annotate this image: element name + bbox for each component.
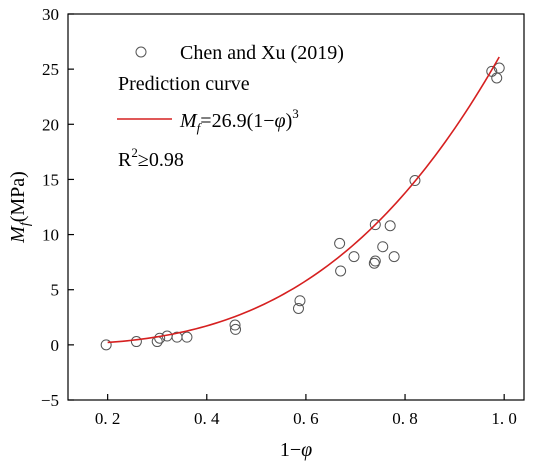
data-point xyxy=(377,241,389,253)
data-point xyxy=(409,175,421,187)
equation-body: =26.9(1− xyxy=(200,110,274,132)
x-tick-label: 0. 6 xyxy=(293,409,319,428)
plot-frame xyxy=(67,13,525,401)
prediction-curve xyxy=(107,56,500,344)
data-point xyxy=(130,336,142,348)
legend-equation: Mf=26.9(1−φ)3 xyxy=(179,106,299,135)
data-point xyxy=(230,323,242,335)
legend-label-scatter: Chen and Xu (2019) xyxy=(180,42,344,64)
r-squared-value: ≥0.98 xyxy=(138,149,184,171)
y-axis-title-m: M xyxy=(7,225,29,244)
data-point xyxy=(348,251,360,263)
data-point xyxy=(100,339,112,351)
y-axis-title-unit: (MPa) xyxy=(7,171,29,222)
data-point xyxy=(491,72,503,84)
x-tick-label: 1. 0 xyxy=(491,409,517,428)
y-tick-label: 30 xyxy=(42,5,59,24)
x-axis-title-phi: φ xyxy=(301,439,312,461)
data-point xyxy=(294,295,306,307)
x-axis-title: 1−φ xyxy=(280,439,312,461)
y-axis-title-sub: f xyxy=(18,220,33,226)
y-axis-ticks: −5 0 5 10 15 20 25 30 xyxy=(41,5,74,410)
data-point xyxy=(334,237,346,249)
data-point xyxy=(369,255,381,267)
y-axis-title: Mf(MPa) xyxy=(7,171,33,244)
equation-sub: f xyxy=(197,120,203,135)
data-point xyxy=(154,332,166,344)
equation-close: ) xyxy=(286,110,293,132)
data-point xyxy=(335,265,347,277)
equation-m: M xyxy=(179,110,198,132)
data-point xyxy=(181,331,193,343)
y-tick-label: 20 xyxy=(42,115,59,134)
r-squared-sup: 2 xyxy=(131,145,138,160)
r-squared-r: R xyxy=(118,149,132,171)
data-point xyxy=(292,302,304,314)
data-point xyxy=(369,219,381,231)
legend: Chen and Xu (2019) Prediction curve Mf=2… xyxy=(117,42,344,171)
r-squared-annotation: R2≥0.98 xyxy=(118,145,184,171)
data-point xyxy=(388,251,400,263)
y-tick-label: 15 xyxy=(42,170,59,189)
data-point xyxy=(493,62,505,74)
x-tick-label: 0. 8 xyxy=(392,409,418,428)
y-tick-label: 25 xyxy=(42,60,59,79)
y-tick-label: 10 xyxy=(42,226,59,245)
data-point xyxy=(384,220,396,232)
equation-sup: 3 xyxy=(292,106,299,121)
equation-phi: φ xyxy=(275,110,286,132)
y-tick-label: 0 xyxy=(51,336,60,355)
data-point xyxy=(229,319,241,331)
series-layer xyxy=(100,56,505,351)
legend-label-prediction: Prediction curve xyxy=(118,73,250,95)
x-axis-title-one: 1− xyxy=(280,439,301,461)
x-tick-label: 0. 4 xyxy=(194,409,220,428)
x-axis-ticks: 0. 2 0. 4 0. 6 0. 8 1. 0 xyxy=(95,394,517,428)
legend-marker-open-circle xyxy=(135,46,147,58)
y-tick-label: −5 xyxy=(41,391,59,410)
x-tick-label: 0. 2 xyxy=(95,409,121,428)
y-tick-label: 5 xyxy=(51,281,60,300)
